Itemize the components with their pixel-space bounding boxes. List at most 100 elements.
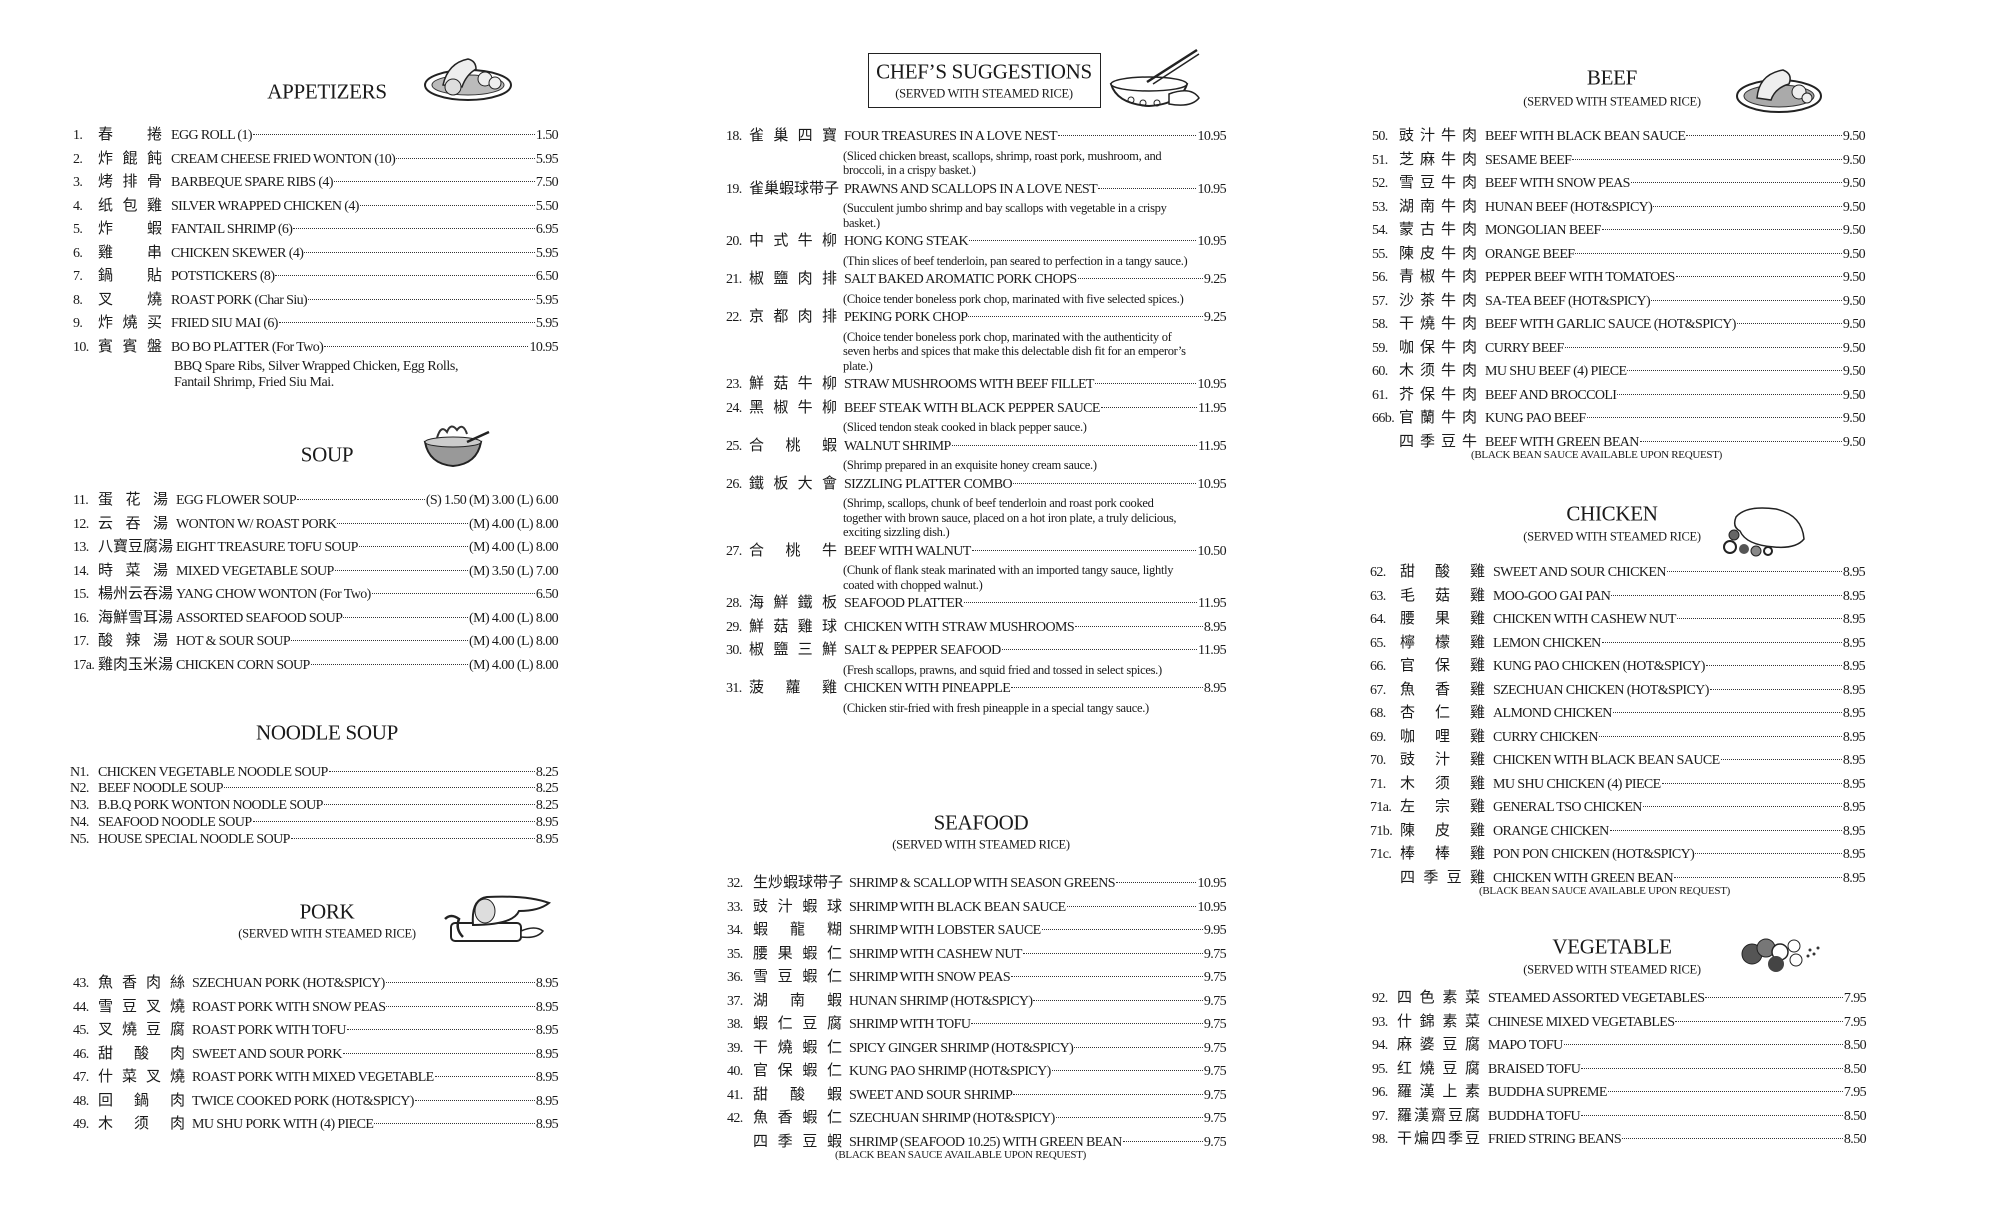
- item-price: 9.50: [1842, 340, 1866, 356]
- item-number: 58.: [1372, 317, 1388, 332]
- item-price: 9.75: [1203, 1087, 1227, 1103]
- dot-leader: [386, 1005, 535, 1007]
- item-chinese-name: 雪豆叉燒: [98, 998, 185, 1015]
- item-price: 9.50: [1842, 270, 1866, 285]
- item-chinese-name: 羅漢齋豆腐: [1397, 1107, 1480, 1124]
- item-name: PEPPER BEEF WITH TOMATOES: [1485, 270, 1675, 285]
- section-title-vegetable: VEGETABLE: [1552, 934, 1672, 959]
- item-chinese-name: 豉汁雞: [1400, 752, 1485, 768]
- item-name: KUNG PAO SHRIMP (HOT&SPICY): [849, 1064, 1051, 1079]
- item-description: (Chunk of flank steak marinated with an …: [843, 563, 1174, 592]
- item-number: 33.: [727, 899, 743, 915]
- item-number: 70.: [1370, 753, 1386, 768]
- dot-leader: [1013, 1093, 1203, 1095]
- item-name: SALT & PEPPER SEAFOOD: [844, 643, 1001, 658]
- menu-item: 4. 纸包雞 SILVER WRAPPED CHICKEN (4) 5.50: [73, 195, 559, 219]
- item-number: 27.: [726, 543, 742, 559]
- item-price: 9.75: [1203, 1111, 1227, 1126]
- dot-leader: [1077, 278, 1203, 279]
- dot-leader: [1022, 952, 1203, 954]
- item-name: SHRIMP WITH CASHEW NUT: [849, 946, 1022, 962]
- item-name: WONTON W/ ROAST PORK: [176, 516, 337, 532]
- item-chinese-name: 黑椒牛柳: [749, 399, 837, 416]
- item-chinese-name: 红燒豆腐: [1397, 1060, 1480, 1077]
- item-name: ROAST PORK WITH TOFU: [192, 1023, 346, 1038]
- item-name: SWEET AND SOUR PORK: [192, 1046, 342, 1062]
- dot-leader: [371, 593, 535, 594]
- item-price: 7.95: [1843, 1085, 1867, 1100]
- item-chinese-name: 雀巢四寶: [749, 128, 837, 144]
- dot-leader: [1676, 618, 1842, 619]
- item-chinese-name: 菠蘿雞: [749, 680, 837, 696]
- menu-item: 68. 杏仁雞 ALMOND CHICKEN 8.95: [1370, 702, 1866, 726]
- item-chinese-name: 杏仁雞: [1400, 705, 1485, 721]
- dot-leader: [328, 770, 535, 772]
- menu-item: 42. 魚香蝦仁 SZECHUAN SHRIMP (HOT&SPICY) 9.75: [727, 1107, 1227, 1131]
- item-chinese-name: 咖保牛肉: [1399, 339, 1477, 356]
- item-number: 43.: [73, 976, 89, 991]
- menu-item: 9. 炸燒买 FRIED SIU MAI (6) 5.95: [73, 312, 559, 336]
- item-number: 31.: [726, 681, 742, 696]
- item-number: 10.: [73, 339, 89, 355]
- item-chinese-name: 干燒蝦仁: [753, 1039, 842, 1056]
- item-description: (Shrimp, scallops, chunk of beef tenderl…: [843, 496, 1177, 539]
- dot-leader: [374, 1123, 535, 1124]
- item-number: N3.: [70, 798, 89, 814]
- item-name: YANG CHOW WONTON (For Two): [176, 587, 371, 602]
- item-price: 8.95: [1842, 682, 1866, 698]
- item-chinese-name: 羅漢上素: [1397, 1084, 1480, 1100]
- item-price: 11.95: [1198, 438, 1227, 454]
- item-price: 9.25: [1203, 310, 1227, 325]
- menu-item: N2. BEEF NOODLE SOUP 8.25: [70, 781, 559, 798]
- menu-item: 36. 雪豆蝦仁 SHRIMP WITH SNOW PEAS 9.75: [727, 966, 1227, 990]
- item-number: 15.: [73, 587, 89, 602]
- item-name: SILVER WRAPPED CHICKEN (4): [171, 198, 359, 214]
- dot-leader: [1612, 712, 1842, 713]
- item-number: 9.: [73, 316, 83, 331]
- item-chinese-name: 腰果蝦仁: [753, 945, 842, 962]
- item-chinese-name: 什菜叉燒: [98, 1069, 185, 1085]
- dot-leader: [1586, 417, 1842, 418]
- item-price: 8.25: [535, 798, 559, 814]
- item-name: SWEET AND SOUR SHRIMP: [849, 1087, 1013, 1103]
- menu-item: 67. 魚香雞 SZECHUAN CHICKEN (HOT&SPICY) 8.95: [1370, 679, 1866, 703]
- item-name: ORANGE CHICKEN: [1493, 823, 1609, 839]
- dot-leader: [1736, 323, 1842, 324]
- menu-item: 5. 炸蝦 FANTAIL SHRIMP (6) 6.95: [73, 218, 559, 242]
- item-number: 42.: [727, 1111, 743, 1126]
- dot-leader: [304, 251, 535, 253]
- item-price: 9.75: [1203, 1064, 1227, 1079]
- dot-leader: [1598, 735, 1842, 737]
- item-description: (Choice tender boneless pork chop, marin…: [843, 291, 1184, 306]
- dot-leader: [343, 616, 469, 618]
- item-price: 9.75: [1203, 1040, 1227, 1056]
- item-number: 21.: [726, 272, 742, 287]
- item-number: 39.: [727, 1040, 743, 1056]
- item-name: BEEF STEAK WITH BLACK PEPPER SAUCE: [844, 400, 1100, 416]
- dot-leader: [396, 157, 535, 159]
- menu-item: 30. 椒鹽三鮮 SALT & PEPPER SEAFOOD 11.95: [726, 639, 1227, 663]
- item-chinese-name: 雪豆牛肉: [1399, 175, 1477, 191]
- item-price: 8.95: [535, 1023, 559, 1038]
- item-name: EGG ROLL (1): [171, 128, 253, 143]
- item-chinese-name: 木须肉: [98, 1116, 185, 1132]
- item-chinese-name: 蝦龍糊: [753, 922, 842, 938]
- dot-leader: [1601, 229, 1842, 230]
- menu-item: 12. 云吞湯 WONTON W/ ROAST PORK (M) 4.00 (L) 8…: [73, 513, 559, 537]
- item-price: (M) 3.50 (L) 7.00: [469, 563, 559, 579]
- item-number: 71a.: [1370, 800, 1392, 815]
- dot-leader: [310, 663, 469, 665]
- item-number: 53.: [1372, 199, 1388, 215]
- item-name: BEEF NOODLE SOUP: [98, 781, 224, 797]
- menu-item: 48. 回鍋肉 TWICE COOKED PORK (HOT&SPICY) 8.95: [73, 1090, 559, 1114]
- item-number: 56.: [1372, 270, 1388, 285]
- item-price: 9.50: [1842, 199, 1866, 215]
- item-chinese-name: 鮮菇牛柳: [749, 376, 837, 392]
- dot-leader: [1666, 571, 1842, 572]
- dot-leader: [1122, 1140, 1203, 1142]
- appetizers-list: 1. 春捲 EGG ROLL (1) 1.50 2. 炸餛飩 CREAM CHEESE FR…: [73, 124, 559, 391]
- noodle-soup-list: N1. CHICKEN VEGETABLE NOODLE SOUP 8.25 N2. B…: [70, 765, 559, 849]
- menu-item: 46. 甜酸肉 SWEET AND SOUR PORK 8.95: [73, 1043, 559, 1067]
- menu-item: 96. 羅漢上素 BUDDHA SUPREME 7.95: [1372, 1081, 1867, 1105]
- item-number: 60.: [1372, 364, 1388, 379]
